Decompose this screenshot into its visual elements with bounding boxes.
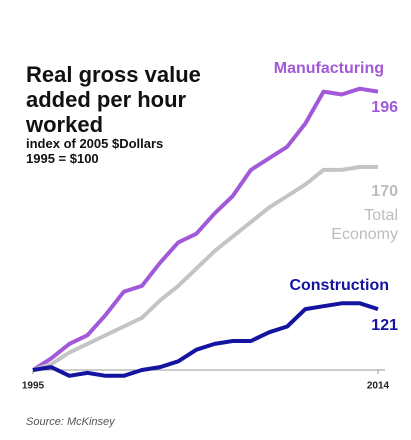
- source: Source: McKinsey: [26, 416, 115, 428]
- series-line: [31, 86, 379, 372]
- series-label: Total Economy: [331, 207, 398, 243]
- value-label: 121: [371, 317, 398, 334]
- x-tick-label: 1995: [22, 381, 45, 392]
- value-label: 196: [371, 99, 398, 116]
- series-label: Manufacturing: [273, 60, 384, 77]
- x-tick-label: 2014: [367, 381, 390, 392]
- value-label: 170: [371, 183, 398, 200]
- subtitle: index of 2005 $Dollars: [26, 136, 164, 151]
- series-line: [32, 301, 379, 378]
- chart-title: Real gross value added per hour worked: [26, 62, 201, 137]
- series-label: Construction: [289, 277, 389, 294]
- series-line: [32, 165, 378, 372]
- note: 1995 = $100: [26, 151, 99, 166]
